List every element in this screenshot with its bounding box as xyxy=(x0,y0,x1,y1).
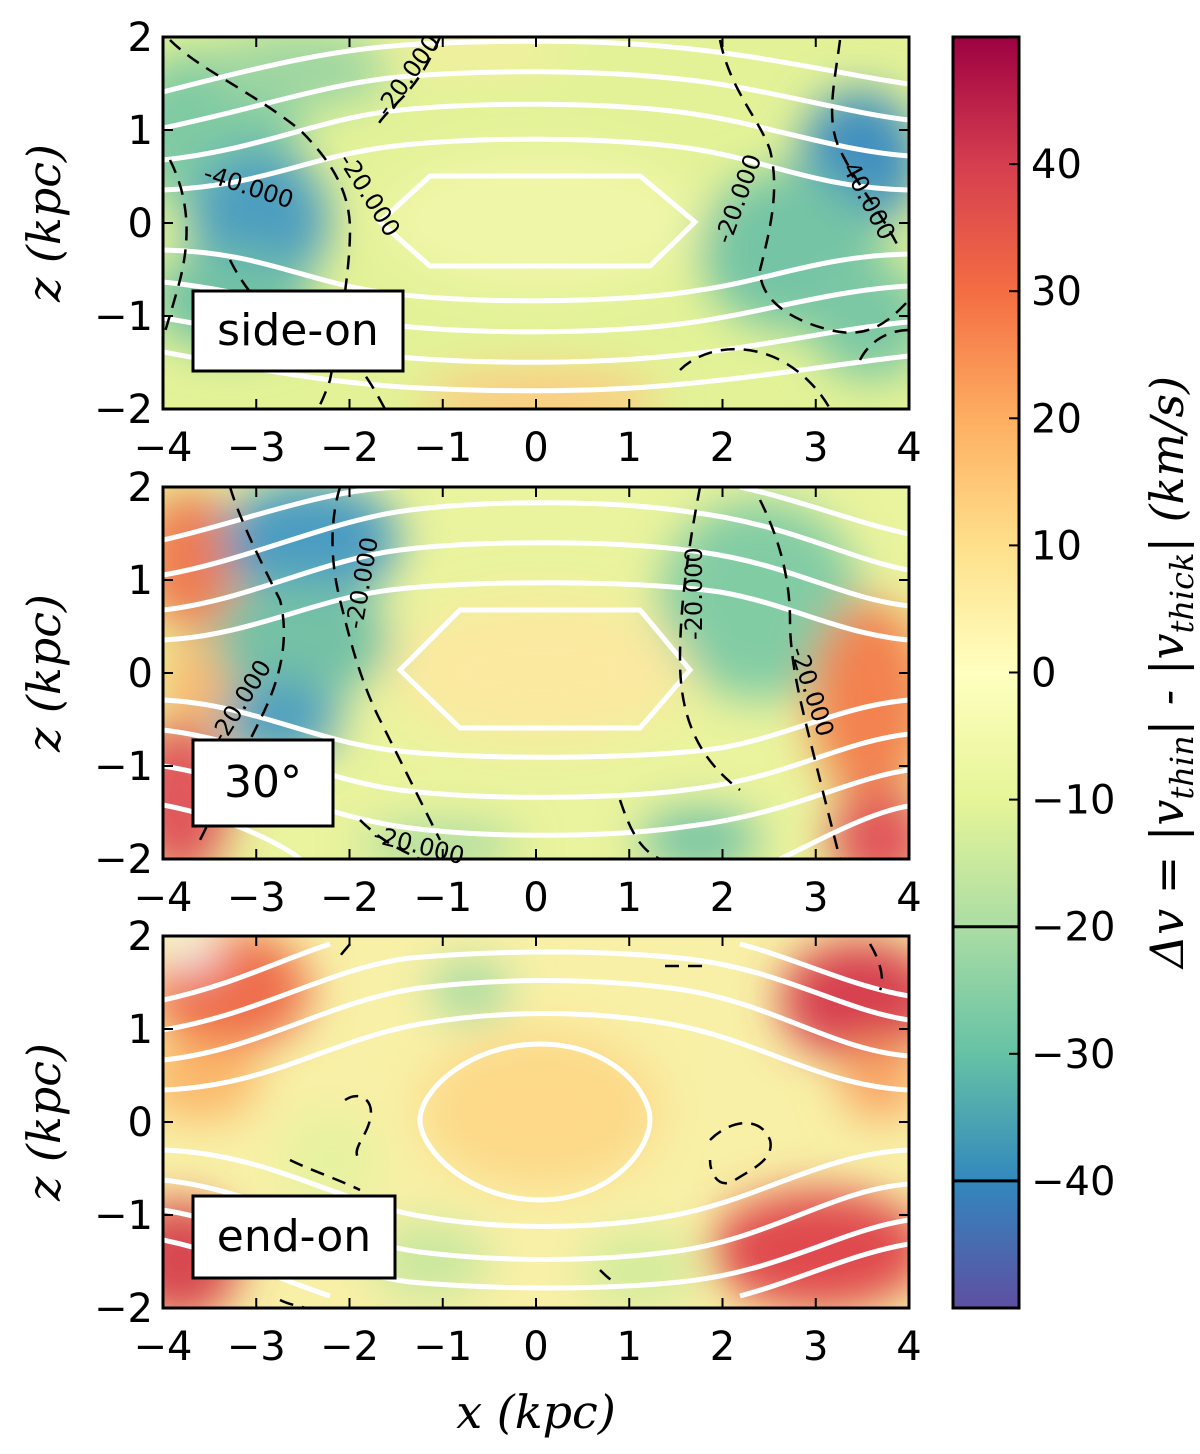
x-tick-label: −3 xyxy=(227,1324,286,1370)
y-axis-30-degrees: −2 −1 0 1 2 xyxy=(94,465,909,883)
y-axis-label: z (kpc) xyxy=(17,1043,71,1202)
x-axis-30-degrees: −4 −3 −2 −1 0 1 2 3 4 xyxy=(134,487,922,921)
y-tick-label: 2 xyxy=(128,465,153,511)
y-tick-label: −2 xyxy=(94,1286,153,1332)
x-tick-label: −1 xyxy=(413,1324,472,1370)
x-tick-label: −2 xyxy=(320,425,379,471)
x-tick-label: 3 xyxy=(803,1324,828,1370)
y-axis-end-on: −2 −1 0 1 2 xyxy=(94,914,909,1332)
x-tick-label: 2 xyxy=(710,875,735,921)
dashed-contours-30-degrees xyxy=(198,487,842,859)
contour-label: -20.000 xyxy=(680,547,708,640)
colorbar-tick-label: 40 xyxy=(1031,142,1082,188)
panel-end-on: end-on −2 −1 0 1 2 −4 −3 −2 −1 0 1 2 3 4 z (kpc) xyxy=(17,914,922,1370)
x-axis-side-on: −4 −3 −2 −1 0 1 2 3 4 xyxy=(134,37,922,471)
x-tick-label: −4 xyxy=(134,1324,193,1370)
x-tick-label: 4 xyxy=(896,1324,921,1370)
x-tick-label: 4 xyxy=(896,875,921,921)
colorbar-tick-label: −20 xyxy=(1031,905,1115,951)
panel-label-box-side-on: side-on xyxy=(191,289,405,373)
y-axis-label: z (kpc) xyxy=(17,144,71,303)
y-tick-label: 2 xyxy=(128,15,153,61)
x-tick-label: 0 xyxy=(523,425,548,471)
colorbar-gradient xyxy=(953,37,1019,1308)
x-axis-end-on: −4 −3 −2 −1 0 1 2 3 4 xyxy=(134,936,922,1370)
y-tick-label: −2 xyxy=(94,837,153,883)
x-tick-label: −3 xyxy=(227,875,286,921)
colorbar-tick-label: −10 xyxy=(1031,778,1115,824)
x-tick-label: −4 xyxy=(134,875,193,921)
colorbar-tick-label: 30 xyxy=(1031,269,1082,315)
x-tick-label: −2 xyxy=(320,875,379,921)
x-tick-label: −2 xyxy=(320,1324,379,1370)
colorbar-ticks: 40 30 20 10 0 −10 −20 −30 −40 xyxy=(1009,142,1115,1205)
x-tick-label: −3 xyxy=(227,425,286,471)
y-tick-label: 2 xyxy=(128,914,153,960)
y-tick-label: 1 xyxy=(128,558,153,604)
panel-label-box-end-on: end-on xyxy=(191,1194,397,1280)
panel-side-on: -20.000 -20.000 -20.000 -40.000 -40.000 … xyxy=(17,15,922,471)
x-tick-label: 1 xyxy=(617,875,642,921)
x-tick-label: −1 xyxy=(413,875,472,921)
colorbar-tick-label: 0 xyxy=(1031,651,1056,697)
y-tick-label: 1 xyxy=(128,108,153,154)
y-tick-label: 0 xyxy=(128,1100,153,1146)
y-tick-label: −1 xyxy=(94,1193,153,1239)
colorbar-label: Δv = |vthin| - |vthick| (km/s) xyxy=(1140,376,1200,970)
panel-label: 30° xyxy=(224,757,302,808)
x-tick-label: 0 xyxy=(523,875,548,921)
colorbar-tick-label: 20 xyxy=(1031,396,1082,442)
x-axis-label: x (kpc) xyxy=(456,1385,616,1439)
density-contours-side-on xyxy=(163,38,909,394)
y-axis-side-on: −2 −1 0 1 2 xyxy=(94,15,909,433)
x-tick-label: −4 xyxy=(134,425,193,471)
y-axis-label: z (kpc) xyxy=(17,594,71,753)
density-contours-end-on xyxy=(163,941,909,1299)
dashed-contours-side-on xyxy=(163,37,909,409)
panel-label: side-on xyxy=(217,305,379,356)
colorbar-contour-levels xyxy=(953,925,1019,1183)
y-tick-label: −1 xyxy=(94,294,153,340)
heatmap-30-degrees xyxy=(163,487,909,859)
colorbar-tick-label: −40 xyxy=(1031,1159,1115,1205)
x-tick-label: 4 xyxy=(896,425,921,471)
y-tick-label: 0 xyxy=(128,651,153,697)
y-tick-label: −2 xyxy=(94,387,153,433)
colorbar: 40 30 20 10 0 −10 −20 −30 −40 Δv = |vthin| - |vt… xyxy=(951,35,1200,1310)
x-tick-label: 3 xyxy=(803,425,828,471)
x-tick-label: 0 xyxy=(523,1324,548,1370)
x-tick-label: 2 xyxy=(710,425,735,471)
y-tick-label: 1 xyxy=(128,1007,153,1053)
x-tick-label: 1 xyxy=(617,1324,642,1370)
y-tick-label: 0 xyxy=(128,201,153,247)
panel-30-degrees: -20.000 -20.000 -20.000 -20.000 -20.000 … xyxy=(17,465,922,921)
colorbar-tick-label: 10 xyxy=(1031,523,1082,569)
panel-label-box-30-degrees: 30° xyxy=(191,738,335,828)
x-tick-label: 2 xyxy=(710,1324,735,1370)
panel-label: end-on xyxy=(217,1211,371,1262)
y-tick-label: −1 xyxy=(94,744,153,790)
x-tick-label: 1 xyxy=(617,425,642,471)
colorbar-tick-label: −30 xyxy=(1031,1032,1115,1078)
x-tick-label: −1 xyxy=(413,425,472,471)
x-tick-label: 3 xyxy=(803,875,828,921)
